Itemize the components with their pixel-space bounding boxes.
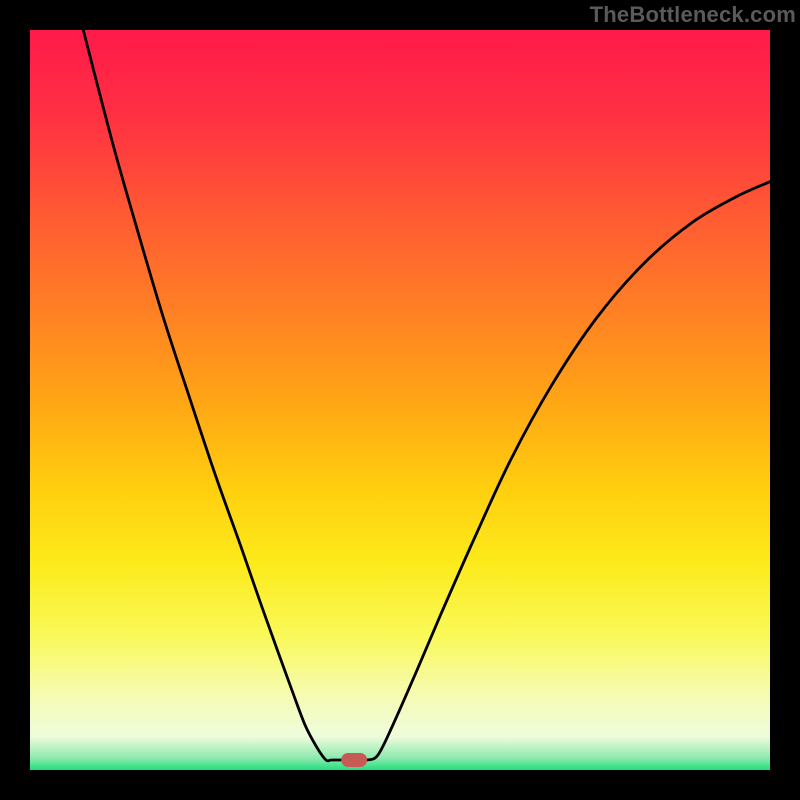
chart-frame: TheBottleneck.com [0,0,800,800]
optimum-marker [341,753,367,767]
chart-svg [0,0,800,800]
watermark-text: TheBottleneck.com [590,2,796,28]
plot-background [30,30,770,770]
